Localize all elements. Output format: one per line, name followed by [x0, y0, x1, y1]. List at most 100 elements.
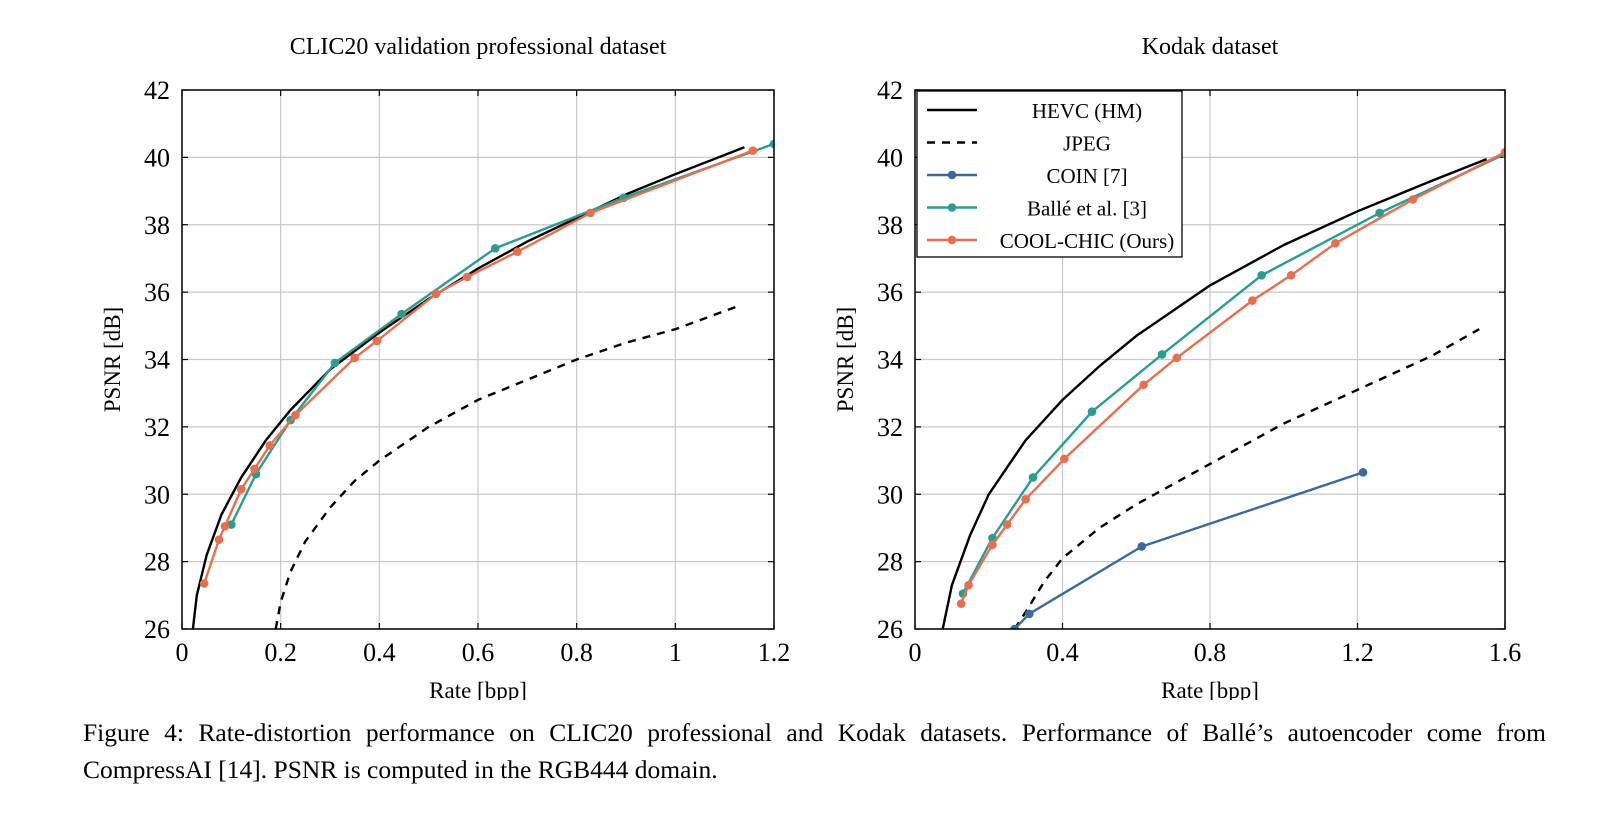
figure-caption: Figure 4: Rate-distortion performance on… [83, 718, 1546, 784]
y-tick-label: 28 [144, 548, 170, 577]
y-tick-label: 34 [877, 346, 903, 375]
x-tick-label: 0.4 [363, 638, 396, 667]
y-tick-label: 32 [877, 413, 903, 442]
y-tick-label: 28 [877, 548, 903, 577]
x-tick-label: 0.4 [1046, 638, 1079, 667]
legend-label-coin-7: COIN [7] [1046, 164, 1127, 188]
data-point-cool-chic-ours [236, 484, 246, 494]
data-point-cool-chic-ours [431, 289, 441, 299]
data-point-coin-7 [1010, 624, 1019, 629]
data-point-cool-chic-ours [350, 353, 359, 363]
data-point-cool-chic-ours [1331, 238, 1340, 248]
y-tick-label: 36 [877, 278, 903, 307]
series-group [941, 148, 1505, 629]
series-line-ball-et-al-3 [961, 152, 1505, 595]
y-tick-label: 38 [877, 211, 903, 240]
data-point-cool-chic-ours [513, 247, 522, 256]
data-point-cool-chic-ours [462, 272, 472, 282]
data-point-ball-et-al-3 [1087, 407, 1097, 417]
series-line-ball-et-al-3 [230, 142, 774, 526]
figure-charts: 0 0.2 0.4 0.6 0.8 1 1.2 26 28 30 32 34 36 38 40 42 CLIC2… [100, 34, 1521, 700]
data-point-cool-chic-ours [956, 599, 966, 609]
data-point-cool-chic-ours [372, 336, 382, 346]
series-line-jpeg [1013, 328, 1480, 629]
series-line-jpeg [274, 304, 740, 629]
data-point-cool-chic-ours [265, 441, 275, 450]
series-line-hevc-hm [941, 157, 1488, 629]
x-tick-label: 0 [909, 638, 922, 667]
y-tick-label: 42 [144, 76, 170, 105]
chart-2: 0 0.4 0.8 1.2 1.6 26 28 30 32 34 36 38 40 42 Kodak dat… [833, 34, 1521, 700]
y-tick-label: 26 [877, 615, 903, 644]
x-axis-label: Rate [bpp] [1161, 678, 1259, 700]
data-point-cool-chic-ours [214, 535, 224, 545]
y-tick-label: 36 [144, 278, 170, 307]
data-point-cool-chic-ours [1002, 520, 1012, 529]
data-point-cool-chic-ours [1286, 270, 1296, 280]
legend-marker-cool-chic-ours [947, 235, 957, 245]
data-point-cool-chic-ours [748, 146, 758, 155]
plot-frame [914, 89, 1506, 630]
legend-label-cool-chic-ours: COOL-CHIC (Ours) [1000, 229, 1174, 253]
legend-label-ball-et-al-3: Ballé et al. [3] [1027, 197, 1147, 221]
x-tick-label: 1 [669, 638, 682, 667]
data-point-cool-chic-ours [199, 579, 209, 588]
chart-title: Kodak dataset [1142, 34, 1279, 60]
data-point-ball-et-al-3 [397, 309, 406, 319]
x-tick-label: 0.2 [264, 638, 297, 667]
data-point-ball-et-al-3 [330, 358, 340, 368]
data-point-ball-et-al-3 [490, 244, 500, 253]
y-tick-label: 26 [144, 615, 170, 644]
y-axis-label: PSNR [dB] [833, 307, 858, 412]
data-point-cool-chic-ours [1060, 454, 1069, 464]
y-tick-label: 34 [144, 346, 170, 375]
data-point-cool-chic-ours [1408, 195, 1418, 204]
data-point-cool-chic-ours [1500, 148, 1505, 157]
y-tick-label: 42 [877, 76, 903, 105]
data-point-ball-et-al-3 [1028, 473, 1038, 482]
series-group [191, 139, 774, 629]
x-tick-label: 1.2 [1341, 638, 1374, 667]
legend: HEVC (HM) JPEG COIN [7] Ballé et al. [3] COO… [916, 90, 1183, 258]
y-tick-label: 40 [877, 143, 903, 172]
x-tick-label: 1.6 [1489, 638, 1522, 667]
legend-label-jpeg: JPEG [1063, 132, 1111, 156]
chart-title: CLIC20 validation professional dataset [290, 34, 667, 60]
series-line-hevc-hm [191, 146, 745, 629]
y-tick-label: 30 [144, 480, 170, 509]
data-point-ball-et-al-3 [769, 139, 774, 149]
x-tick-label: 0 [176, 638, 189, 667]
data-point-ball-et-al-3 [1375, 208, 1384, 218]
plot-frame [181, 89, 775, 630]
data-point-cool-chic-ours [964, 580, 973, 590]
series-line-coin-7 [1013, 471, 1364, 629]
data-point-ball-et-al-3 [1157, 350, 1167, 359]
x-tick-label: 0.6 [462, 638, 495, 667]
legend-marker-ball-et-al-3 [947, 203, 957, 212]
chart-1: 0 0.2 0.4 0.6 0.8 1 1.2 26 28 30 32 34 36 38 40 42 CLIC2… [100, 34, 790, 700]
data-point-coin-7 [1358, 468, 1368, 477]
data-point-cool-chic-ours [988, 540, 997, 550]
data-point-coin-7 [1137, 542, 1147, 551]
data-point-cool-chic-ours [250, 464, 259, 474]
x-axis-label: Rate [bpp] [429, 678, 527, 700]
data-point-cool-chic-ours [586, 208, 595, 218]
data-point-cool-chic-ours [1139, 380, 1148, 390]
legend-label-hevc-hm: HEVC (HM) [1032, 99, 1142, 123]
y-tick-label: 38 [144, 211, 170, 240]
y-tick-label: 40 [144, 143, 170, 172]
x-tick-label: 0.8 [1194, 638, 1227, 667]
x-tick-label: 1.2 [758, 638, 791, 667]
data-point-cool-chic-ours [220, 521, 230, 531]
data-point-cool-chic-ours [291, 410, 300, 420]
y-tick-label: 30 [877, 480, 903, 509]
legend-marker-coin-7 [947, 170, 957, 180]
data-point-cool-chic-ours [1172, 353, 1182, 363]
data-point-cool-chic-ours [1021, 495, 1030, 504]
series-line-cool-chic-ours [203, 149, 754, 584]
data-point-coin-7 [1025, 609, 1034, 619]
x-tick-label: 0.8 [560, 638, 593, 667]
data-point-cool-chic-ours [1248, 296, 1257, 305]
y-axis-label: PSNR [dB] [100, 307, 125, 412]
y-tick-label: 32 [144, 413, 170, 442]
